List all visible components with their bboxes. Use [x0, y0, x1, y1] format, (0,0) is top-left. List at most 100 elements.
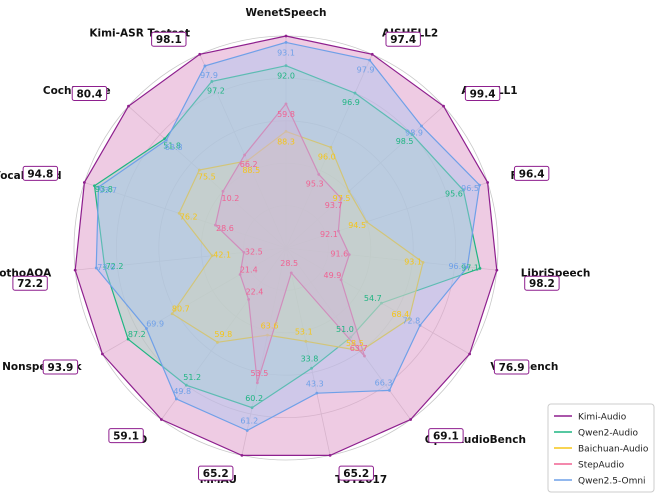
- highlight-badge-value: 96.4: [519, 168, 545, 180]
- data-point-baichuan-audio: [329, 145, 333, 149]
- value-label-stepaudio: 28.5: [280, 259, 298, 268]
- highlight-badge-value: 98.1: [156, 34, 182, 46]
- highlight-badge-aishell1: 99.4: [464, 85, 501, 101]
- data-point-kimi-audio: [468, 352, 471, 356]
- series-qwen2-audio: [93, 65, 481, 409]
- data-point-qwen2-audio: [284, 64, 288, 68]
- data-point-baichuan-audio: [304, 339, 308, 343]
- value-label-stepaudio: 21.4: [240, 266, 258, 275]
- highlight-badge-value: 94.8: [27, 168, 53, 180]
- value-label-qwen2-audio: 98.5: [396, 137, 414, 146]
- value-label-baichuan-audio: 76.2: [180, 212, 198, 221]
- data-point-stepaudio: [255, 381, 259, 385]
- data-point-qwen2-audio: [410, 133, 414, 136]
- highlight-badge-box: [151, 31, 187, 47]
- grid-spoke: [199, 54, 287, 249]
- legend-label-kimi-audio: Kimi-Audio: [578, 413, 627, 423]
- data-point-qwen2-audio: [250, 406, 254, 410]
- highlight-badge-box: [385, 31, 421, 47]
- grid-spoke: [128, 105, 287, 249]
- data-point-qwen2-audio: [103, 265, 107, 269]
- highlight-badge-box: [12, 275, 48, 291]
- value-label-qwen2-audio: 92.0: [277, 72, 295, 81]
- series-qwen2-5-omni: [95, 41, 481, 432]
- value-label-qwen2-audio: 54.7: [364, 294, 382, 303]
- highlight-badge-value: 76.9: [499, 362, 525, 374]
- data-point-qwen2-5-omni: [203, 64, 207, 68]
- value-label-qwen2-5-omni: 61.2: [240, 417, 258, 426]
- axis-label-wenetspeech: WenetSpeech: [246, 7, 327, 19]
- data-point-qwen2-5-omni: [94, 266, 98, 270]
- value-label-qwen2-5-omni: 98.9: [405, 129, 423, 138]
- data-point-stepaudio: [214, 223, 217, 227]
- data-point-kimi-audio: [370, 52, 374, 56]
- highlight-badge-box: [198, 465, 234, 481]
- data-point-qwen2-audio: [310, 366, 313, 370]
- data-point-stepaudio: [284, 102, 288, 106]
- grid-spoke: [285, 105, 444, 249]
- highlight-badge-value: 69.1: [433, 431, 459, 443]
- data-point-qwen2-5-omni: [174, 397, 178, 401]
- highlight-badge-value: 80.4: [76, 88, 102, 100]
- highlight-badge-box: [493, 359, 530, 375]
- data-point-baichuan-audio: [284, 130, 288, 133]
- highlight-badge-vocalsound: 94.8: [22, 165, 59, 181]
- value-label-stepaudio: 53.5: [251, 369, 269, 378]
- value-label-qwen2-audio: 96.9: [342, 98, 360, 107]
- data-point-stepaudio: [243, 153, 247, 157]
- value-label-stepaudio: 92.1: [320, 230, 338, 239]
- data-point-baichuan-audio: [365, 220, 369, 224]
- value-label-qwen2-5-omni: 97.9: [200, 71, 218, 80]
- value-label-baichuan-audio: 93.1: [404, 257, 422, 266]
- data-point-kimi-audio: [240, 453, 244, 457]
- data-point-stepaudio: [289, 271, 293, 275]
- value-label-qwen2-audio: 72.2: [106, 262, 124, 271]
- highlight-badge-box: [42, 359, 79, 375]
- highlight-badge-box: [71, 85, 108, 101]
- data-point-qwen2-5-omni: [284, 40, 288, 44]
- data-point-stepaudio: [339, 196, 343, 200]
- highlight-badge-value: 65.2: [343, 468, 369, 480]
- data-point-kimi-audio: [159, 418, 163, 421]
- value-label-qwen2-audio: 87.2: [128, 330, 146, 339]
- data-point-qwen2-5-omni: [97, 185, 100, 189]
- data-point-stepaudio: [337, 229, 340, 233]
- value-label-qwen2-audio: 33.8: [301, 354, 319, 363]
- value-label-stepaudio: 59.8: [277, 110, 295, 119]
- grid-spoke: [285, 247, 497, 271]
- highlight-badge-meld: 59.1: [108, 428, 144, 444]
- highlight-badge-value: 93.9: [47, 362, 73, 374]
- highlight-badge-box: [524, 275, 560, 291]
- data-point-kimi-audio: [409, 418, 413, 421]
- value-label-stepaudio: 32.5: [245, 247, 263, 256]
- value-label-stepaudio: 93.7: [325, 201, 343, 210]
- highlight-badge-value: 72.2: [17, 278, 43, 290]
- value-label-stepaudio: 91.6: [330, 250, 348, 259]
- data-point-kimi-audio: [284, 34, 288, 38]
- data-point-stepaudio: [339, 278, 343, 282]
- grid-spoke: [285, 247, 331, 456]
- highlight-badge-value: 59.1: [113, 431, 139, 443]
- data-point-qwen2-5-omni: [164, 138, 168, 142]
- data-point-baichuan-audio: [421, 261, 425, 264]
- data-point-baichuan-audio: [197, 168, 201, 172]
- series-layer: [73, 34, 499, 457]
- data-point-qwen2-audio: [210, 80, 214, 83]
- data-point-baichuan-audio: [170, 312, 174, 316]
- value-label-stepaudio: 95.3: [306, 180, 324, 189]
- data-point-baichuan-audio: [407, 317, 411, 321]
- highlight-badge-fleurs: 96.4: [513, 165, 550, 181]
- data-point-kimi-audio: [127, 104, 130, 108]
- data-point-kimi-audio: [328, 453, 332, 457]
- data-point-baichuan-audio: [266, 333, 269, 337]
- grid-spoke: [161, 247, 287, 420]
- grid-spoke: [75, 247, 287, 271]
- series-stepaudio: [214, 102, 366, 383]
- value-label-baichuan-audio: 94.5: [348, 221, 366, 230]
- value-label-stepaudio: 22.4: [246, 287, 264, 296]
- value-label-qwen2-5-omni: 96.5: [461, 184, 479, 193]
- legend-box: [547, 403, 655, 493]
- data-point-qwen2-audio: [478, 266, 482, 270]
- data-point-qwen2-5-omni: [145, 327, 148, 330]
- value-label-baichuan-audio: 75.5: [198, 173, 216, 182]
